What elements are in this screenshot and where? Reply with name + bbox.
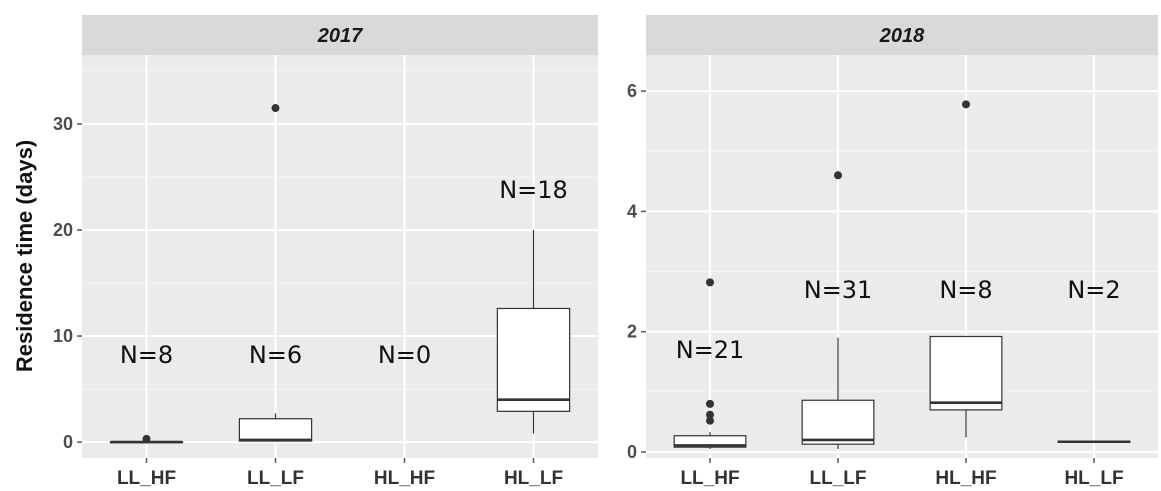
y-tick-label: 20 [53, 220, 73, 240]
y-tick-label: 2 [627, 322, 637, 342]
box-HL_LF [496, 229, 571, 434]
x-tick-label: HL_HF [374, 468, 435, 489]
outlier-point [706, 399, 714, 408]
x-tick-label: HL_LF [504, 468, 563, 489]
y-tick-label: 0 [63, 432, 73, 452]
box-body [801, 399, 875, 445]
box-HL_LF [1057, 440, 1131, 444]
outlier-point [834, 171, 842, 180]
y-tick-label: 0 [627, 442, 637, 462]
panel-2018: 2018 0 2 4 6 LL_HF LL_LF HL_HF HL_LF [627, 15, 1158, 489]
sample-size-label: N=8 [120, 341, 173, 369]
outlier-point [962, 100, 970, 109]
plot-background [646, 55, 1158, 458]
facet-strip [82, 15, 598, 55]
y-tick-label: 10 [53, 326, 73, 346]
box-body [496, 307, 571, 412]
x-tick-label: LL_LF [810, 468, 867, 489]
outlier-point [271, 104, 280, 113]
box-HL_HF [929, 100, 1003, 438]
x-tick-label: LL_HF [680, 468, 739, 489]
y-tick-label: 4 [627, 201, 637, 221]
facet-strip-title: 2018 [879, 25, 925, 47]
sample-size-label: N=21 [676, 336, 745, 364]
x-tick-label: LL_LF [247, 468, 304, 489]
x-tick-label: HL_HF [935, 468, 996, 489]
outlier-point [142, 434, 151, 443]
box-LL_LF [801, 171, 875, 449]
y-tick-label: 6 [627, 81, 637, 101]
box-body [929, 335, 1003, 411]
y-tick-label: 30 [53, 114, 73, 134]
x-tick-label: LL_HF [117, 468, 176, 489]
outlier-point [706, 410, 714, 419]
box-LL_HF [673, 278, 747, 449]
sample-size-label: N=31 [804, 276, 873, 304]
box-body [673, 435, 747, 448]
sample-size-label: N=18 [499, 176, 568, 204]
facet-strip-title: 2017 [317, 25, 363, 47]
sample-size-label: N=0 [378, 341, 431, 369]
sample-size-label: N=6 [249, 341, 302, 369]
sample-size-label: N=2 [1067, 276, 1120, 304]
box-LL_LF [238, 104, 313, 442]
box-body [238, 418, 313, 442]
outlier-point [706, 278, 714, 287]
y-axis-title: Residence time (days) [12, 140, 37, 372]
box-LL_HF [109, 434, 184, 444]
x-tick-label: HL_LF [1064, 468, 1123, 489]
outlier-point [706, 416, 714, 425]
sample-size-label: N=8 [939, 276, 992, 304]
panel-2017: 2017 0 10 20 30 LL_HF LL_LF HL_HF HL_LF [53, 15, 598, 489]
facet-strip [646, 15, 1158, 55]
